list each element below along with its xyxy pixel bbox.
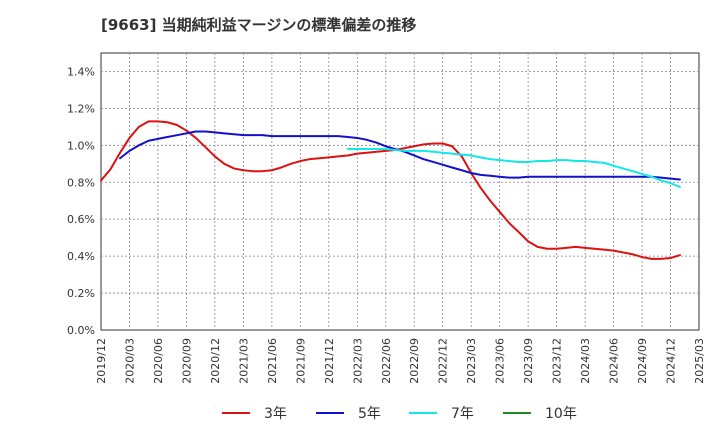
x-tick-label: 2021/09 [294,338,307,384]
legend-label: 5年 [358,406,381,422]
x-tick-label: 2023/06 [494,338,507,384]
y-tick-label: 1.2% [67,102,95,115]
x-tick-label: 2020/09 [180,338,193,384]
y-tick-label: 0.6% [67,213,95,226]
x-axis-ticks: 2019/12 2020/03 2020/06 2020/09 2020/12 2021/… [95,338,706,384]
plot-area [100,52,700,331]
x-tick-label: 2019/12 [95,338,108,384]
x-tick-label: 2024/12 [665,338,678,384]
x-tick-label: 2023/12 [551,338,564,384]
x-tick-label: 2020/06 [152,338,165,384]
legend-label: 7年 [451,406,474,422]
y-tick-label: 0.0% [67,324,95,337]
series-line-7年 [346,148,681,188]
x-tick-label: 2022/12 [437,338,450,384]
chart-title: [9663] 当期純利益マージンの標準偏差の推移 [101,16,416,34]
x-tick-label: 2024/09 [636,338,649,384]
legend: 3年 5年 7年 10年 [222,406,577,422]
x-tick-label: 2025/03 [693,338,706,384]
x-tick-label: 2022/09 [408,338,421,384]
x-tick-label: 2022/06 [380,338,393,384]
x-tick-label: 2024/06 [608,338,621,384]
y-tick-label: 0.2% [67,287,95,300]
legend-label: 10年 [545,406,577,422]
x-tick-label: 2023/09 [522,338,535,384]
x-tick-label: 2023/03 [465,338,478,384]
x-tick-label: 2022/03 [351,338,364,384]
y-tick-label: 0.8% [67,176,95,189]
y-tick-label: 0.4% [67,250,95,263]
x-tick-label: 2021/03 [237,338,250,384]
x-tick-label: 2020/12 [209,338,222,384]
x-tick-label: 2024/03 [579,338,592,384]
y-axis-ticks: 0.0% 0.2% 0.4% 0.6% 0.8% 1.0% 1.2% 1.4% [67,65,95,337]
x-tick-label: 2021/06 [266,338,279,384]
y-tick-label: 1.0% [67,139,95,152]
x-tick-label: 2020/03 [123,338,136,384]
x-tick-label: 2021/12 [323,338,336,384]
legend-label: 3年 [264,406,287,422]
plot-frame [100,52,700,331]
y-tick-label: 1.4% [67,65,95,78]
series-layer [100,120,681,260]
